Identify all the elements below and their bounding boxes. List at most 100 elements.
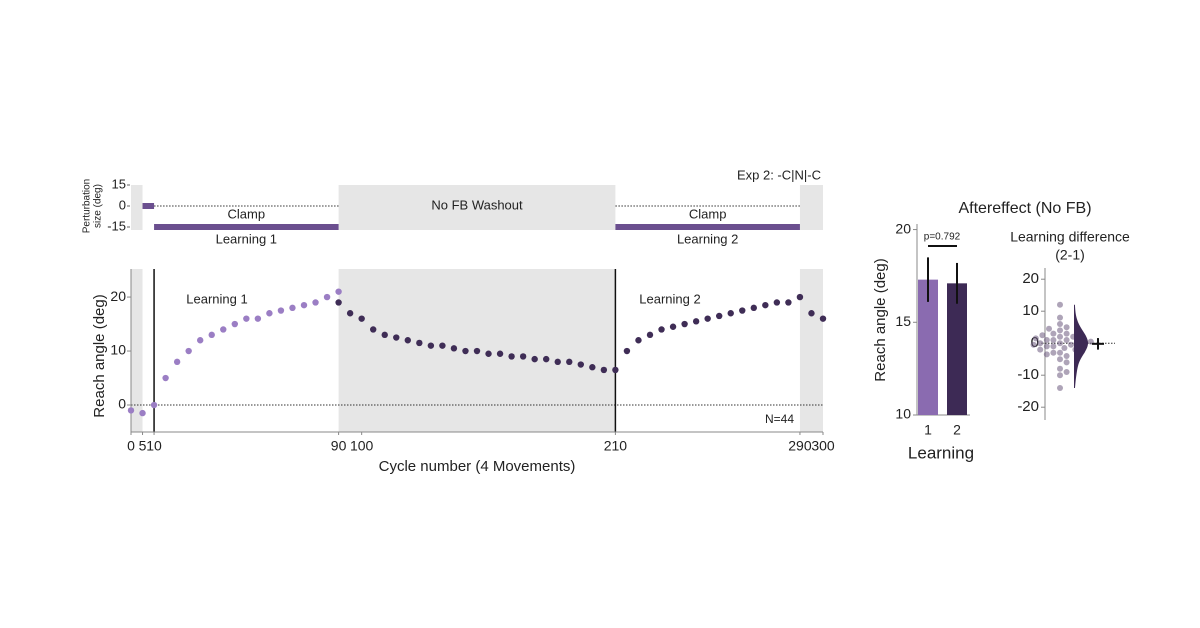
data-point <box>1050 343 1057 350</box>
data-point <box>589 364 596 371</box>
data-point <box>762 301 769 309</box>
data-point <box>485 350 492 357</box>
data-point <box>796 293 804 301</box>
data-point <box>646 331 654 339</box>
shaded-region <box>799 185 823 230</box>
data-point <box>1050 349 1057 356</box>
data-point <box>1063 353 1070 359</box>
data-point <box>1043 337 1050 343</box>
data-point <box>220 326 227 333</box>
data-point <box>785 299 792 306</box>
phase-label: Learning 2 <box>677 231 738 246</box>
data-point <box>416 339 423 347</box>
data-point <box>1057 372 1063 379</box>
shaded-region <box>131 269 143 432</box>
series-label: Learning 2 <box>639 291 700 306</box>
data-point <box>623 347 631 355</box>
data-point <box>393 334 400 341</box>
data-point <box>727 310 734 317</box>
data-point <box>1030 341 1037 348</box>
data-point <box>716 312 723 320</box>
data-point <box>231 320 238 328</box>
y-tick-label: -15 <box>107 218 126 233</box>
data-point <box>1057 327 1063 334</box>
data-point <box>1050 330 1057 337</box>
data-point <box>381 331 388 339</box>
y-tick-label: 0 <box>118 396 126 412</box>
data-point <box>773 299 781 306</box>
data-point <box>1032 335 1039 342</box>
data-point <box>692 318 700 325</box>
data-point <box>335 288 342 295</box>
data-point <box>635 337 642 344</box>
phase-label: Learning 1 <box>216 231 277 246</box>
x-tick-label: 5 <box>139 438 147 454</box>
data-point <box>254 315 262 322</box>
data-point <box>427 342 435 349</box>
y-tick-label: -10 <box>1017 366 1039 383</box>
series-label: Learning 1 <box>186 291 247 306</box>
data-point <box>554 358 561 366</box>
data-point <box>1057 349 1063 356</box>
data-point <box>1043 343 1050 350</box>
chart-title: Learning difference <box>1010 229 1130 245</box>
data-point <box>300 301 308 309</box>
data-point <box>197 337 204 344</box>
y-axis-label: Reach angle (deg) <box>872 258 889 381</box>
data-point <box>1061 345 1068 351</box>
data-point <box>1050 337 1057 343</box>
y-tick-label: 20 <box>1022 270 1039 287</box>
y-tick-label: 20 <box>895 220 911 236</box>
data-point <box>543 355 550 363</box>
data-point <box>323 293 331 301</box>
shaded-region <box>338 185 616 230</box>
p-value: p=0.792 <box>924 232 961 243</box>
x-tick-label: 2 <box>953 422 961 438</box>
data-point <box>1057 333 1063 340</box>
data-point <box>658 326 665 333</box>
data-point <box>531 355 538 363</box>
data-point <box>669 323 677 330</box>
data-point <box>600 366 608 374</box>
data-point <box>1057 314 1063 321</box>
data-point <box>1037 346 1044 353</box>
data-point <box>508 353 515 360</box>
data-point <box>243 315 250 322</box>
y-tick-label: 20 <box>110 288 126 304</box>
data-point <box>1057 321 1063 327</box>
data-point <box>1057 356 1063 363</box>
data-point <box>1057 340 1063 347</box>
data-point <box>450 345 458 352</box>
clamp-bar <box>615 224 800 230</box>
shaded-region <box>131 185 143 230</box>
data-point <box>1043 351 1050 358</box>
y-tick-label: 10 <box>1022 302 1039 319</box>
y-tick-label: 10 <box>895 406 911 422</box>
x-tick-label: 100 <box>350 438 374 454</box>
data-point <box>370 326 377 333</box>
data-point <box>127 407 135 414</box>
data-point <box>612 366 619 374</box>
y-tick-label: 15 <box>112 176 126 191</box>
data-point <box>704 315 711 322</box>
data-point <box>173 358 181 366</box>
data-point <box>1057 385 1063 391</box>
chart-title: Aftereffect (No FB) <box>958 200 1091 217</box>
data-point <box>289 304 296 312</box>
y-tick-label: -20 <box>1017 398 1039 415</box>
x-axis-label: Cycle number (4 Movements) <box>379 458 576 475</box>
data-point <box>681 320 688 328</box>
y-tick-label: 10 <box>110 342 126 358</box>
sample-size: N=44 <box>765 412 794 426</box>
data-point <box>462 347 469 355</box>
data-point <box>473 347 481 355</box>
data-point <box>1046 325 1052 332</box>
data-point <box>519 353 527 360</box>
data-point <box>1068 341 1074 348</box>
data-point <box>1063 330 1070 337</box>
data-point <box>1039 332 1046 339</box>
x-tick-label: 90 <box>331 438 347 454</box>
x-tick-label: 300 <box>811 438 835 454</box>
x-tick-label: 210 <box>604 438 628 454</box>
